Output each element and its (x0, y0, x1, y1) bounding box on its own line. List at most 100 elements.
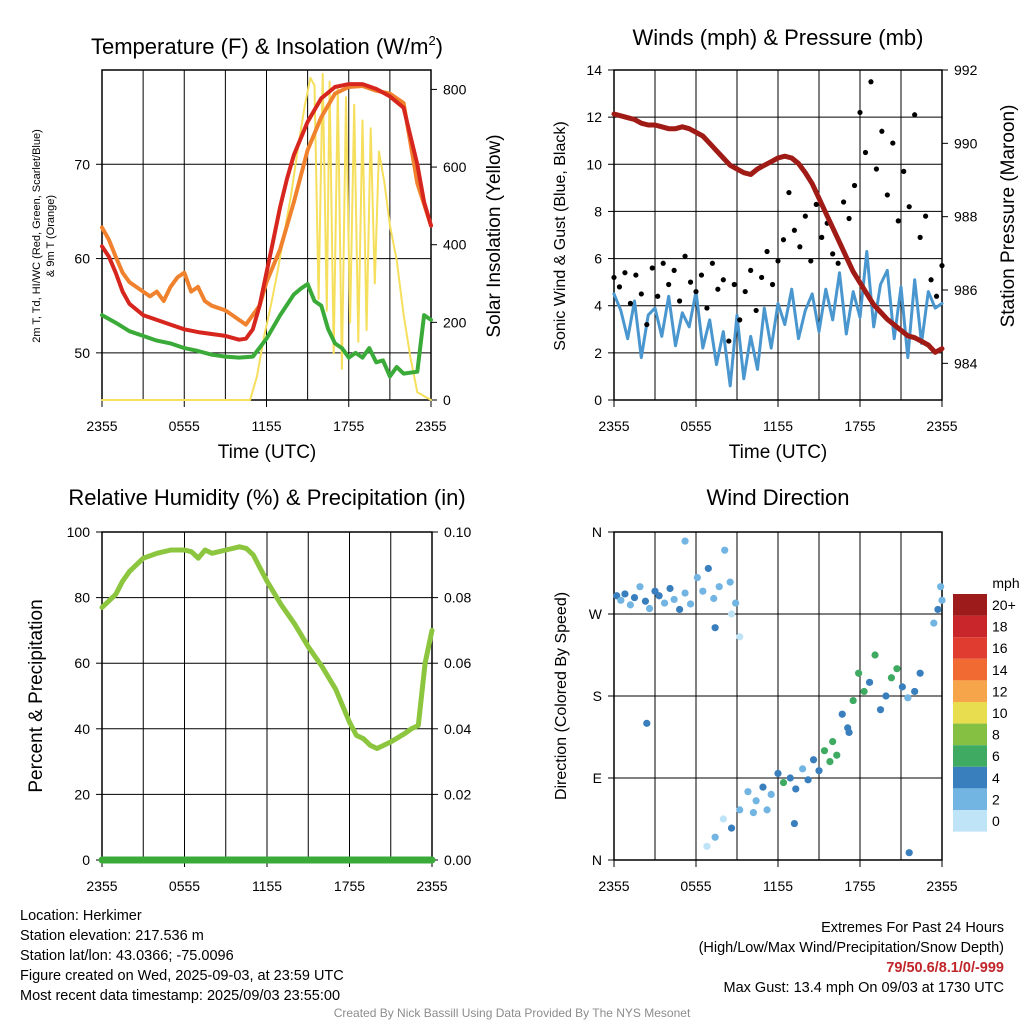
gust-point (693, 288, 699, 295)
legend-swatch (953, 810, 987, 832)
direction-point (636, 583, 644, 591)
gust-point (622, 270, 628, 276)
temperature-x-axis-label: Time (UTC) (218, 442, 317, 463)
winds-x-tick-label: 2355 (598, 418, 629, 434)
direction-point (815, 767, 823, 775)
gust-point (627, 300, 634, 306)
gust-point (715, 286, 721, 292)
wind-direction-panel: Wind Direction Direction (Colored By Spe… (553, 485, 1020, 894)
gust-point (846, 215, 852, 222)
legend-swatch (953, 745, 987, 767)
direction-point (930, 619, 938, 627)
gust-point (616, 284, 623, 290)
gust-point (939, 263, 945, 269)
humidity-y2-tick-label: 0.04 (444, 721, 471, 737)
gust-point (633, 272, 639, 278)
series-station-pressure (611, 111, 945, 355)
direction-point (887, 674, 896, 682)
direction-point (860, 687, 868, 696)
wind_direction-y-tick-label: N (592, 852, 602, 868)
humidity-y-tick-label: 40 (74, 721, 90, 737)
temperature-panel: Temperature (F) & Insolation (W/m2) Time… (31, 33, 505, 463)
direction-point (736, 633, 744, 641)
temperature-y-tick-label: 50 (74, 345, 90, 361)
wind-speed-legend: mph 20+ 18 16 14 12 10 8 6 4 2 0 (953, 575, 1020, 832)
gust-point (698, 272, 705, 278)
direction-point (715, 583, 723, 591)
direction-point (703, 842, 711, 850)
temperature-x-tick-label: 1755 (333, 418, 364, 434)
legend-label: 4 (992, 770, 1000, 786)
humidity-y2-tick-label: 0.06 (444, 655, 471, 671)
gust-point (726, 338, 732, 344)
temperature-title-sup: 2 (428, 33, 435, 48)
series-sonic-wind (612, 250, 944, 388)
credit-text: Created By Nick Bassill Using Data Provi… (333, 1006, 691, 1020)
gust-point (660, 260, 666, 266)
direction-point (752, 797, 760, 805)
direction-point (937, 583, 945, 591)
humidity-x-tick-label: 2355 (86, 878, 117, 894)
wind-direction-y-axis-label: Direction (Colored By Speed) (553, 592, 570, 800)
series-relative-humidity (99, 544, 435, 751)
temperature-x-tick-label: 1155 (251, 418, 281, 434)
direction-point (710, 594, 718, 603)
gust-point (830, 251, 836, 257)
gust-point (928, 277, 934, 283)
humidity-y-tick-label: 20 (74, 786, 90, 802)
gust-point (638, 291, 644, 297)
direction-point (711, 833, 719, 841)
gust-point (802, 213, 808, 219)
gust-point (901, 168, 907, 174)
legend-label: 20+ (992, 597, 1016, 613)
legend-label: 12 (992, 683, 1008, 699)
humidity-y-tick-label: 60 (74, 655, 90, 671)
direction-point (727, 610, 736, 618)
legend-swatch (953, 594, 987, 616)
winds-y2-tick-label: 988 (954, 209, 978, 225)
direction-point (799, 765, 807, 773)
gust-point (649, 265, 655, 271)
direction-point (617, 596, 625, 604)
gust-point (709, 260, 716, 266)
direction-point (905, 849, 913, 857)
direction-point (916, 669, 924, 677)
gust-point (808, 258, 814, 264)
gust-point (759, 274, 765, 281)
extremes-values: 79/50.6/8.1/0/-999 (886, 960, 1004, 976)
direction-point (676, 605, 684, 614)
direction-point (849, 696, 857, 705)
winds-y-tick-label: 10 (586, 156, 602, 172)
direction-point (911, 687, 919, 696)
gust-point (906, 204, 912, 210)
direction-point (871, 651, 879, 659)
location-text: Location: Herkimer (20, 908, 142, 924)
temperature-title-main: Temperature (F) & Insolation (W/m (91, 34, 428, 59)
gust-point (884, 192, 890, 198)
humidity-y-tick-label: 0 (82, 852, 90, 868)
humidity-y2-tick-label: 0.08 (444, 590, 471, 606)
gust-point (753, 307, 759, 314)
gust-point (769, 281, 776, 288)
extremes-title: Extremes For Past 24 Hours (821, 920, 1004, 936)
direction-point (845, 728, 853, 737)
legend-swatch (953, 615, 987, 638)
direction-point (829, 737, 837, 746)
gust-point (655, 293, 661, 299)
gust-point (917, 234, 923, 240)
winds-x-tick-label: 0555 (680, 418, 711, 434)
direction-point (704, 564, 712, 573)
gust-point (775, 258, 781, 264)
temperature-y2-tick-label: 600 (443, 159, 467, 175)
created-text: Figure created on Wed, 2025-09-03, at 23… (20, 968, 344, 984)
gust-point (895, 218, 901, 224)
legend-label: 10 (992, 705, 1008, 721)
gust-point (923, 213, 929, 219)
direction-point (838, 710, 846, 718)
direction-point (759, 783, 767, 791)
gust-point (764, 248, 770, 255)
direction-point (641, 597, 650, 605)
winds-y-axis-label: Sonic Wind & Gust (Blue, Black) (552, 121, 569, 350)
recent-data-text: Most recent data timestamp: 2025/09/03 2… (20, 988, 341, 1004)
